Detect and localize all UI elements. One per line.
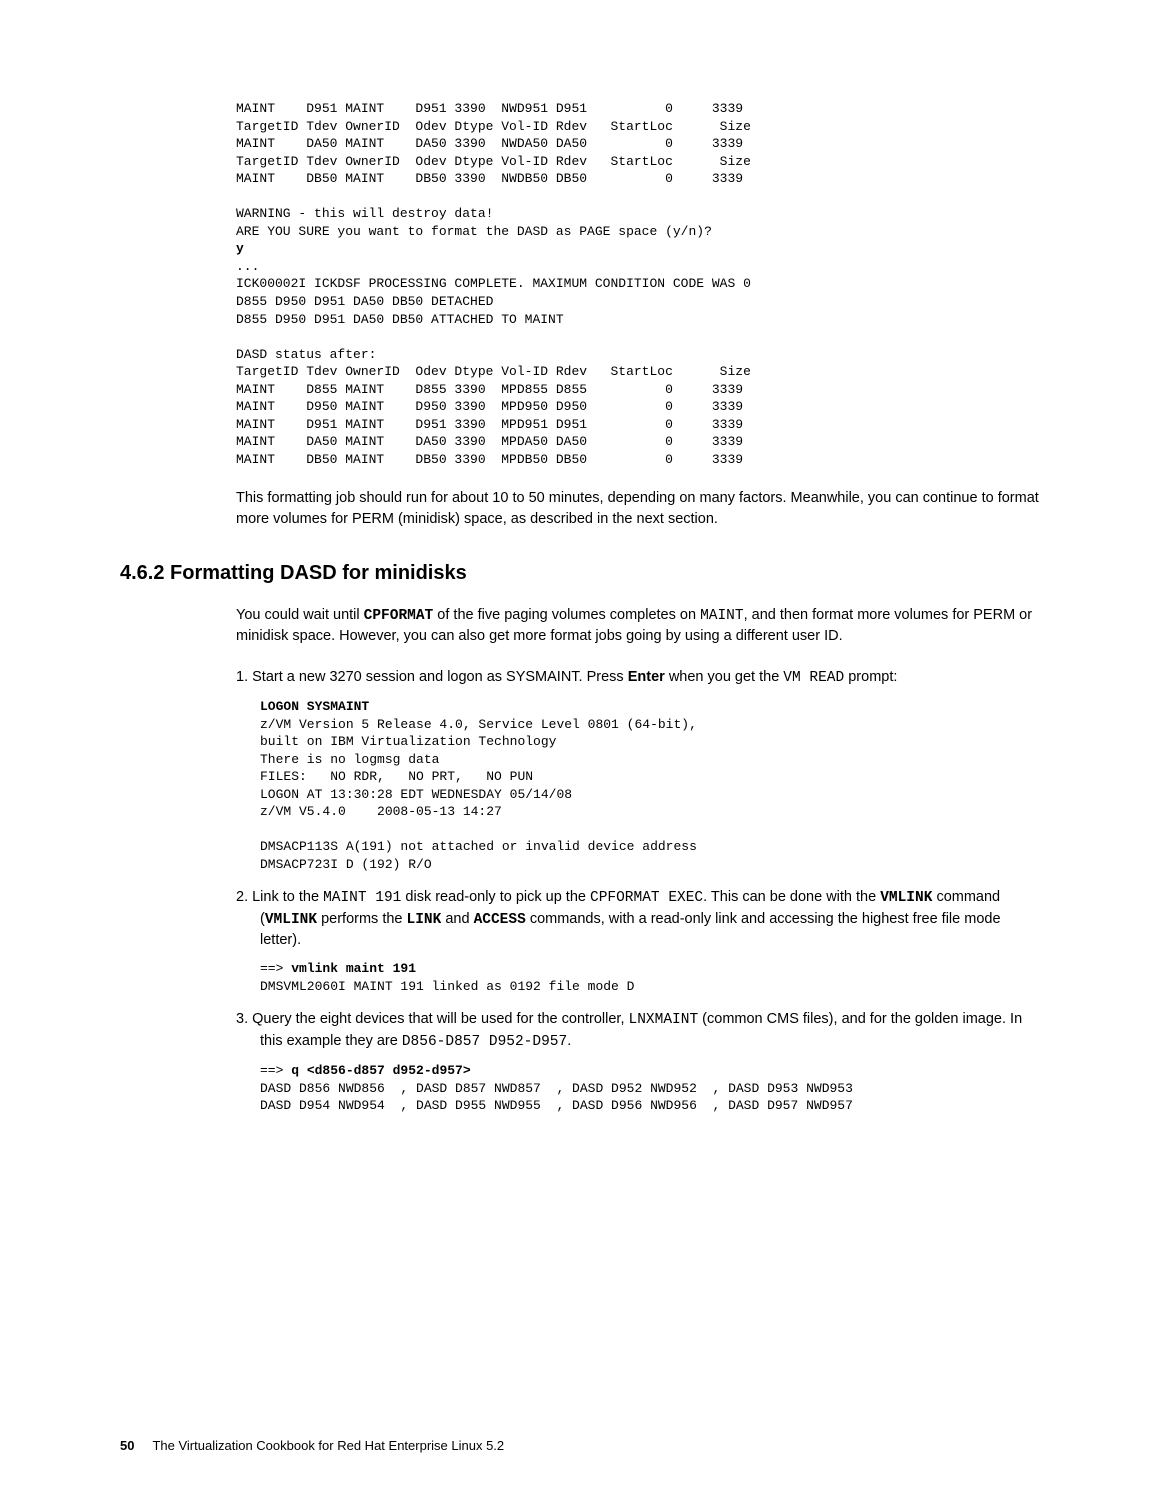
code-output-4: ==> q <d856-d857 d952-d957>DASD D856 NWD…	[260, 1062, 1039, 1115]
page-footer: 50 The Virtualization Cookbook for Red Ha…	[120, 1437, 504, 1455]
step-2: 2. Link to the MAINT 191 disk read-only …	[260, 887, 1039, 950]
section-heading: 4.6.2 Formatting DASD for minidisks	[120, 559, 1039, 587]
code-output-3: ==> vmlink maint 191DMSVML2060I MAINT 19…	[260, 960, 1039, 995]
paragraph-intro: You could wait until CPFORMAT of the fiv…	[236, 605, 1039, 647]
step-3: 3. Query the eight devices that will be …	[260, 1009, 1039, 1052]
page-number: 50	[120, 1438, 134, 1453]
footer-title: The Virtualization Cookbook for Red Hat …	[152, 1438, 504, 1453]
paragraph-formatting-note: This formatting job should run for about…	[236, 488, 1039, 529]
code-output-2: LOGON SYSMAINTz/VM Version 5 Release 4.0…	[260, 698, 1039, 873]
step-1: 1. Start a new 3270 session and logon as…	[260, 667, 1039, 688]
code-output-1: MAINT D951 MAINT D951 3390 NWD951 D951 0…	[236, 100, 1039, 468]
